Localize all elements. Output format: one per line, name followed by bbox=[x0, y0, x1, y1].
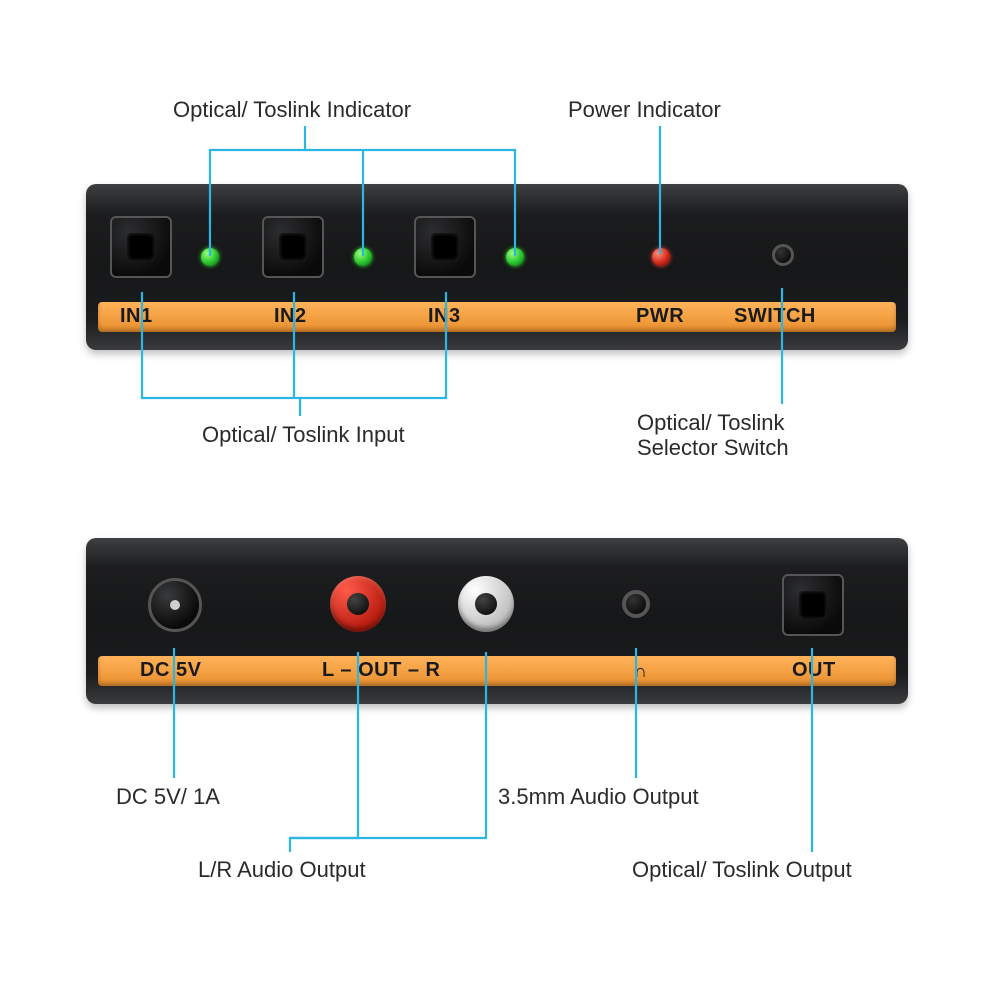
back-panel: DC 5V L – OUT – R ∩ OUT bbox=[86, 538, 908, 704]
diagram-canvas: Optical/ Toslink Indicator Power Indicat… bbox=[0, 0, 1000, 1000]
rca-right-jack bbox=[458, 576, 514, 632]
led-indicator-in3 bbox=[506, 248, 524, 266]
rca-left-jack bbox=[330, 576, 386, 632]
callout-jack35: 3.5mm Audio Output bbox=[498, 784, 699, 809]
tape-label-in2: IN2 bbox=[274, 305, 307, 328]
selector-switch-button bbox=[772, 244, 794, 266]
back-tape: DC 5V L – OUT – R ∩ OUT bbox=[98, 656, 896, 686]
tape-label-pwr: PWR bbox=[636, 305, 684, 328]
led-indicator-in2 bbox=[354, 248, 372, 266]
callout-lines bbox=[0, 0, 1000, 1000]
front-panel: IN1 IN2 IN3 PWR SWITCH bbox=[86, 184, 908, 350]
led-indicator-power bbox=[652, 248, 670, 266]
headphone-icon: ∩ bbox=[634, 661, 647, 682]
callout-dc: DC 5V/ 1A bbox=[116, 784, 220, 809]
tape-label-in3: IN3 bbox=[428, 305, 461, 328]
callout-toslink-indicator: Optical/ Toslink Indicator bbox=[173, 97, 411, 122]
tape-label-in1: IN1 bbox=[120, 305, 153, 328]
tape-label-switch: SWITCH bbox=[734, 305, 816, 328]
callout-power-indicator: Power Indicator bbox=[568, 97, 721, 122]
dc-power-jack bbox=[148, 578, 202, 632]
tape-label-lr: L – OUT – R bbox=[322, 659, 441, 682]
tape-label-out: OUT bbox=[792, 659, 836, 682]
toslink-port-out bbox=[782, 574, 844, 636]
toslink-port-in2 bbox=[262, 216, 324, 278]
callout-toslink-out: Optical/ Toslink Output bbox=[632, 857, 852, 882]
callout-selector-switch: Optical/ Toslink Selector Switch bbox=[637, 410, 789, 461]
led-indicator-in1 bbox=[201, 248, 219, 266]
callout-lr-out: L/R Audio Output bbox=[198, 857, 366, 882]
front-tape: IN1 IN2 IN3 PWR SWITCH bbox=[98, 302, 896, 332]
callout-toslink-input: Optical/ Toslink Input bbox=[202, 422, 405, 447]
toslink-port-in1 bbox=[110, 216, 172, 278]
headphone-jack bbox=[622, 590, 650, 618]
tape-label-dc5v: DC 5V bbox=[140, 659, 201, 682]
toslink-port-in3 bbox=[414, 216, 476, 278]
